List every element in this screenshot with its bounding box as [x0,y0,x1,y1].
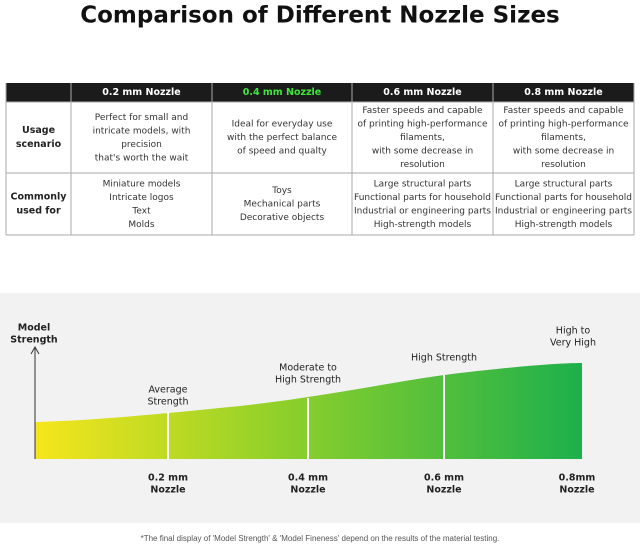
table-cell-text: Industrial or engineering parts [354,206,491,216]
nozzle-label: Nozzle [290,485,325,496]
strength-level: Very High [550,338,596,349]
column-header: 0.2 mm Nozzle [102,87,180,98]
table-cell-text: Ideal for everyday use [232,120,333,130]
table-cell-text: of printing high-performance [358,120,488,130]
table-cell-text: Molds [128,220,154,230]
strength-level: High Strength [275,375,341,386]
axis-label: Model [18,323,50,334]
table-cell-text: of speed and qualty [237,147,327,157]
table-cell-text: Toys [271,186,292,196]
table-cell-text: Text [131,206,151,216]
table-cell-text: Intricate logos [109,193,174,203]
row-label: used for [16,206,61,217]
strength-level: High Strength [411,353,477,364]
table-cell-text: filaments, [541,133,586,143]
table-cell-text: intricate models, with [93,126,191,136]
table-cell-text: with some decrease in [513,147,614,157]
table-cell-text: High-strength models [515,220,613,230]
table-cell-text: resolution [541,160,586,170]
nozzle-label: Nozzle [559,485,594,496]
table-cell-text: Mechanical parts [244,200,321,210]
column-header: 0.8 mm Nozzle [524,87,602,98]
table-cell-text: of printing high-performance [499,120,629,130]
table-cell-text: High-strength models [374,220,472,230]
page-title: Comparison of Different Nozzle Sizes [80,3,560,29]
table-cell-text: Large structural parts [374,179,472,189]
axis-arrow [30,345,40,355]
column-header: 0.4 mm Nozzle [243,87,321,98]
table-cell-text: precision [121,140,162,150]
table-cell-text: Perfect for small and [95,113,188,123]
table-cell-text: Faster speeds and capable [503,106,624,116]
footnote: *The final display of 'Model Strength' &… [141,534,500,543]
nozzle-label: 0.6 mm [424,473,464,484]
nozzle-label: 0.8mm [559,473,596,484]
axis-label: Strength [10,335,58,346]
table-cell-text: with the perfect balance [227,133,337,143]
table-header-bg [6,83,634,102]
table-cell-text: Functional parts for household [354,193,491,203]
table-cell-text: Miniature models [103,179,181,189]
strength-level: Moderate to [279,363,337,374]
table-cell-text: filaments, [400,133,445,143]
row-label: Usage [22,125,55,136]
table-cell-text: resolution [400,160,445,170]
table-cell-text: that's worth the wait [95,153,189,163]
strength-level: Strength [147,397,188,408]
table-cell-text: Decorative objects [240,213,325,223]
strength-level: High to [556,326,591,337]
nozzle-label: Nozzle [150,485,185,496]
column-header: 0.6 mm Nozzle [383,87,461,98]
table-cell-text: Faster speeds and capable [362,106,483,116]
nozzle-label: Nozzle [426,485,461,496]
table-cell-text: with some decrease in [372,147,473,157]
table-cell-text: Functional parts for household [495,193,632,203]
nozzle-label: 0.4 mm [288,473,328,484]
table-cell-text: Large structural parts [515,179,613,189]
nozzle-label: 0.2 mm [148,473,188,484]
row-label: scenario [16,139,62,150]
strength-level: Average [148,385,187,396]
table-cell-text: Industrial or engineering parts [495,206,632,216]
row-label: Commonly [10,192,67,203]
